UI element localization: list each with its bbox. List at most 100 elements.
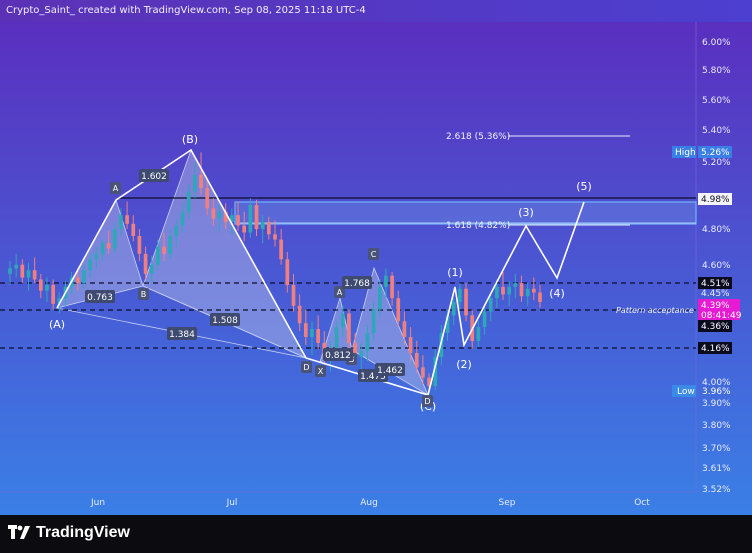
- point-label: A: [337, 288, 343, 297]
- candle-body: [384, 275, 388, 287]
- point-label-box: [422, 395, 433, 407]
- candle-body: [291, 284, 296, 306]
- candle-body: [347, 313, 351, 343]
- candle-body: [507, 286, 512, 295]
- ratio-label-box: [210, 313, 240, 326]
- x-tick: Jun: [90, 498, 105, 508]
- wave-label: (3): [518, 206, 534, 219]
- y-tick: 6.00%: [702, 38, 731, 48]
- candle-body: [131, 223, 136, 237]
- wave-label: (1): [447, 266, 463, 279]
- point-label-box: [315, 365, 326, 377]
- ratio-label-box: [342, 276, 372, 289]
- candle-body: [223, 211, 228, 223]
- candle-body: [279, 239, 284, 260]
- candle-body: [303, 323, 308, 337]
- candle-body: [285, 259, 290, 285]
- candle-body: [396, 298, 401, 322]
- candle-body: [513, 283, 518, 287]
- point-label-box: [334, 286, 345, 298]
- wave-label: (B): [182, 133, 198, 146]
- low-value: 3.96%: [702, 387, 731, 397]
- candle-body: [162, 246, 166, 254]
- point-label: A: [113, 184, 119, 193]
- candle-body: [359, 350, 364, 358]
- candle-body: [519, 283, 524, 297]
- y-tick: 4.00%: [702, 378, 731, 388]
- y-tick: 5.20%: [702, 158, 731, 168]
- point-label-box: [138, 288, 149, 300]
- candle-body: [310, 329, 314, 337]
- y-tick: 5.80%: [702, 66, 731, 76]
- candle-body: [390, 275, 394, 299]
- y-tick: 4.60%: [702, 261, 731, 271]
- wave-label: (5): [576, 180, 592, 193]
- candle-body: [433, 357, 438, 387]
- candle-body: [408, 336, 413, 354]
- ratio-labels: 1.602 0.763 1.384 1.508 1.768 0.812 1.47…: [85, 169, 405, 382]
- ratio-label: 1.768: [344, 279, 370, 289]
- candle-body: [266, 222, 271, 235]
- ratio-label-box: [323, 348, 353, 361]
- candle-body: [414, 353, 419, 368]
- ratio-label: 1.602: [141, 172, 167, 182]
- tradingview-logo[interactable]: TradingView: [8, 524, 130, 542]
- candle-body: [82, 270, 86, 284]
- candle-body: [174, 225, 179, 237]
- point-label: X: [318, 367, 324, 376]
- tag-box-436: [698, 320, 732, 332]
- candle-body: [316, 329, 320, 343]
- tradingview-logo-icon: [8, 525, 30, 539]
- ratio-label: 1.508: [212, 316, 238, 326]
- candle-body: [211, 208, 216, 219]
- y-tick: 3.90%: [702, 399, 731, 409]
- wave-abc-lines: [56, 148, 429, 396]
- high-value: 5.26%: [701, 148, 730, 158]
- current-timer: 08:41:49: [701, 311, 742, 321]
- candle-body: [112, 229, 117, 249]
- tag-498: 4.98%: [701, 195, 730, 205]
- candle-body: [149, 264, 154, 274]
- candle-body: [119, 215, 123, 230]
- price-tags: High 5.26% 4.98% 4.51% 4.45% 4.39% 08:41…: [672, 146, 742, 397]
- tag-416: 4.16%: [701, 344, 730, 354]
- ratio-label-box: [167, 327, 197, 340]
- point-label-box: [368, 248, 379, 260]
- candle-body: [20, 264, 25, 278]
- y-tick: 3.70%: [702, 444, 731, 454]
- y-tick: 4.80%: [702, 225, 731, 235]
- candle-body: [538, 292, 542, 302]
- candle-body: [488, 298, 493, 312]
- ratio-label-box: [139, 169, 169, 182]
- candle-body: [495, 286, 499, 299]
- candle-body: [51, 284, 55, 304]
- tag-445: 4.45%: [701, 289, 730, 299]
- tag-436: 4.36%: [701, 322, 730, 332]
- ratio-label: 1.462: [377, 366, 403, 376]
- candle-body: [353, 342, 357, 358]
- high-label-box: [672, 146, 696, 158]
- tag-box-416: [698, 342, 732, 354]
- point-label-box: [110, 182, 121, 194]
- candle-body: [137, 236, 142, 254]
- candle-body: [273, 234, 277, 240]
- x-tick: Sep: [499, 498, 516, 508]
- ratio-label-box: [375, 363, 405, 376]
- candle-body: [230, 215, 234, 223]
- candle-body: [180, 211, 185, 226]
- candle-body: [242, 225, 247, 233]
- candle-body: [260, 222, 265, 230]
- impulse-wave-path: [427, 201, 585, 396]
- candle-body: [482, 311, 487, 328]
- y-tick: 3.52%: [702, 485, 731, 495]
- candle-body: [439, 333, 444, 358]
- point-label-box: [301, 361, 312, 373]
- candle-body: [88, 259, 92, 271]
- candle-body: [445, 315, 450, 334]
- point-label: D: [303, 363, 309, 372]
- chart-caption: Crypto_Saint_ created with TradingView.c…: [0, 0, 752, 22]
- y-tick: 3.80%: [702, 421, 731, 431]
- point-label: C: [371, 250, 377, 259]
- candle-body: [248, 204, 253, 233]
